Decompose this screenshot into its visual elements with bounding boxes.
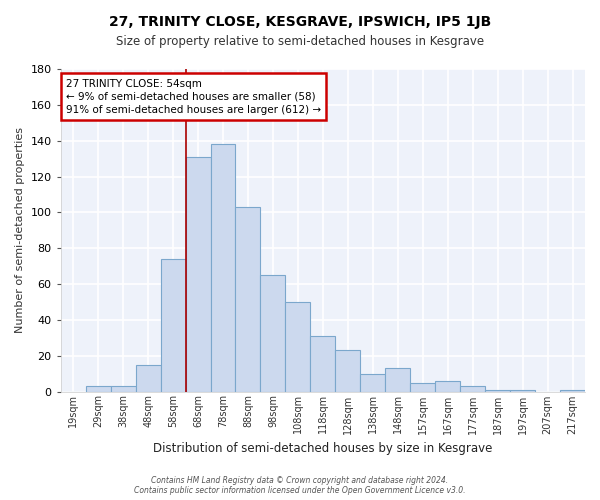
Bar	[185, 157, 211, 392]
Y-axis label: Number of semi-detached properties: Number of semi-detached properties	[15, 128, 25, 334]
Bar	[235, 207, 260, 392]
Bar	[485, 390, 510, 392]
Bar	[460, 386, 485, 392]
Text: Size of property relative to semi-detached houses in Kesgrave: Size of property relative to semi-detach…	[116, 35, 484, 48]
Bar	[310, 336, 335, 392]
Text: Contains HM Land Registry data © Crown copyright and database right 2024.
Contai: Contains HM Land Registry data © Crown c…	[134, 476, 466, 495]
Bar	[260, 275, 286, 392]
Bar	[410, 382, 435, 392]
Bar	[211, 144, 235, 392]
Bar	[560, 390, 585, 392]
Text: 27 TRINITY CLOSE: 54sqm
← 9% of semi-detached houses are smaller (58)
91% of sem: 27 TRINITY CLOSE: 54sqm ← 9% of semi-det…	[66, 78, 321, 115]
Bar	[361, 374, 385, 392]
Bar	[136, 364, 161, 392]
Bar	[385, 368, 410, 392]
Bar	[110, 386, 136, 392]
Bar	[161, 259, 185, 392]
X-axis label: Distribution of semi-detached houses by size in Kesgrave: Distribution of semi-detached houses by …	[153, 442, 493, 455]
Bar	[335, 350, 361, 392]
Bar	[510, 390, 535, 392]
Bar	[286, 302, 310, 392]
Text: 27, TRINITY CLOSE, KESGRAVE, IPSWICH, IP5 1JB: 27, TRINITY CLOSE, KESGRAVE, IPSWICH, IP…	[109, 15, 491, 29]
Bar	[86, 386, 110, 392]
Bar	[435, 381, 460, 392]
